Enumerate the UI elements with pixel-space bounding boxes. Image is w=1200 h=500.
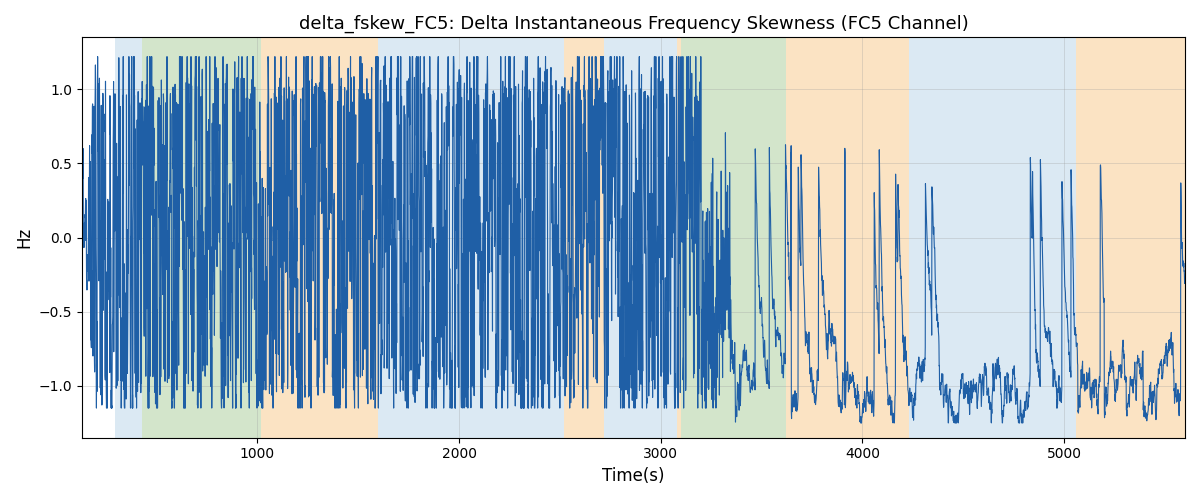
Bar xyxy=(680,38,786,438)
Bar xyxy=(786,38,822,438)
Bar xyxy=(378,38,415,438)
Bar xyxy=(143,38,262,438)
Y-axis label: Hz: Hz xyxy=(14,227,32,248)
Bar xyxy=(564,38,605,438)
Bar xyxy=(115,38,143,438)
Title: delta_fskew_FC5: Delta Instantaneous Frequency Skewness (FC5 Channel): delta_fskew_FC5: Delta Instantaneous Fre… xyxy=(299,15,968,34)
Bar xyxy=(262,38,378,438)
Bar xyxy=(908,38,1015,438)
Bar xyxy=(1015,38,1076,438)
Bar xyxy=(605,38,677,438)
Bar xyxy=(415,38,564,438)
Bar xyxy=(677,38,680,438)
Bar xyxy=(822,38,908,438)
Bar xyxy=(1076,38,1186,438)
X-axis label: Time(s): Time(s) xyxy=(602,467,665,485)
